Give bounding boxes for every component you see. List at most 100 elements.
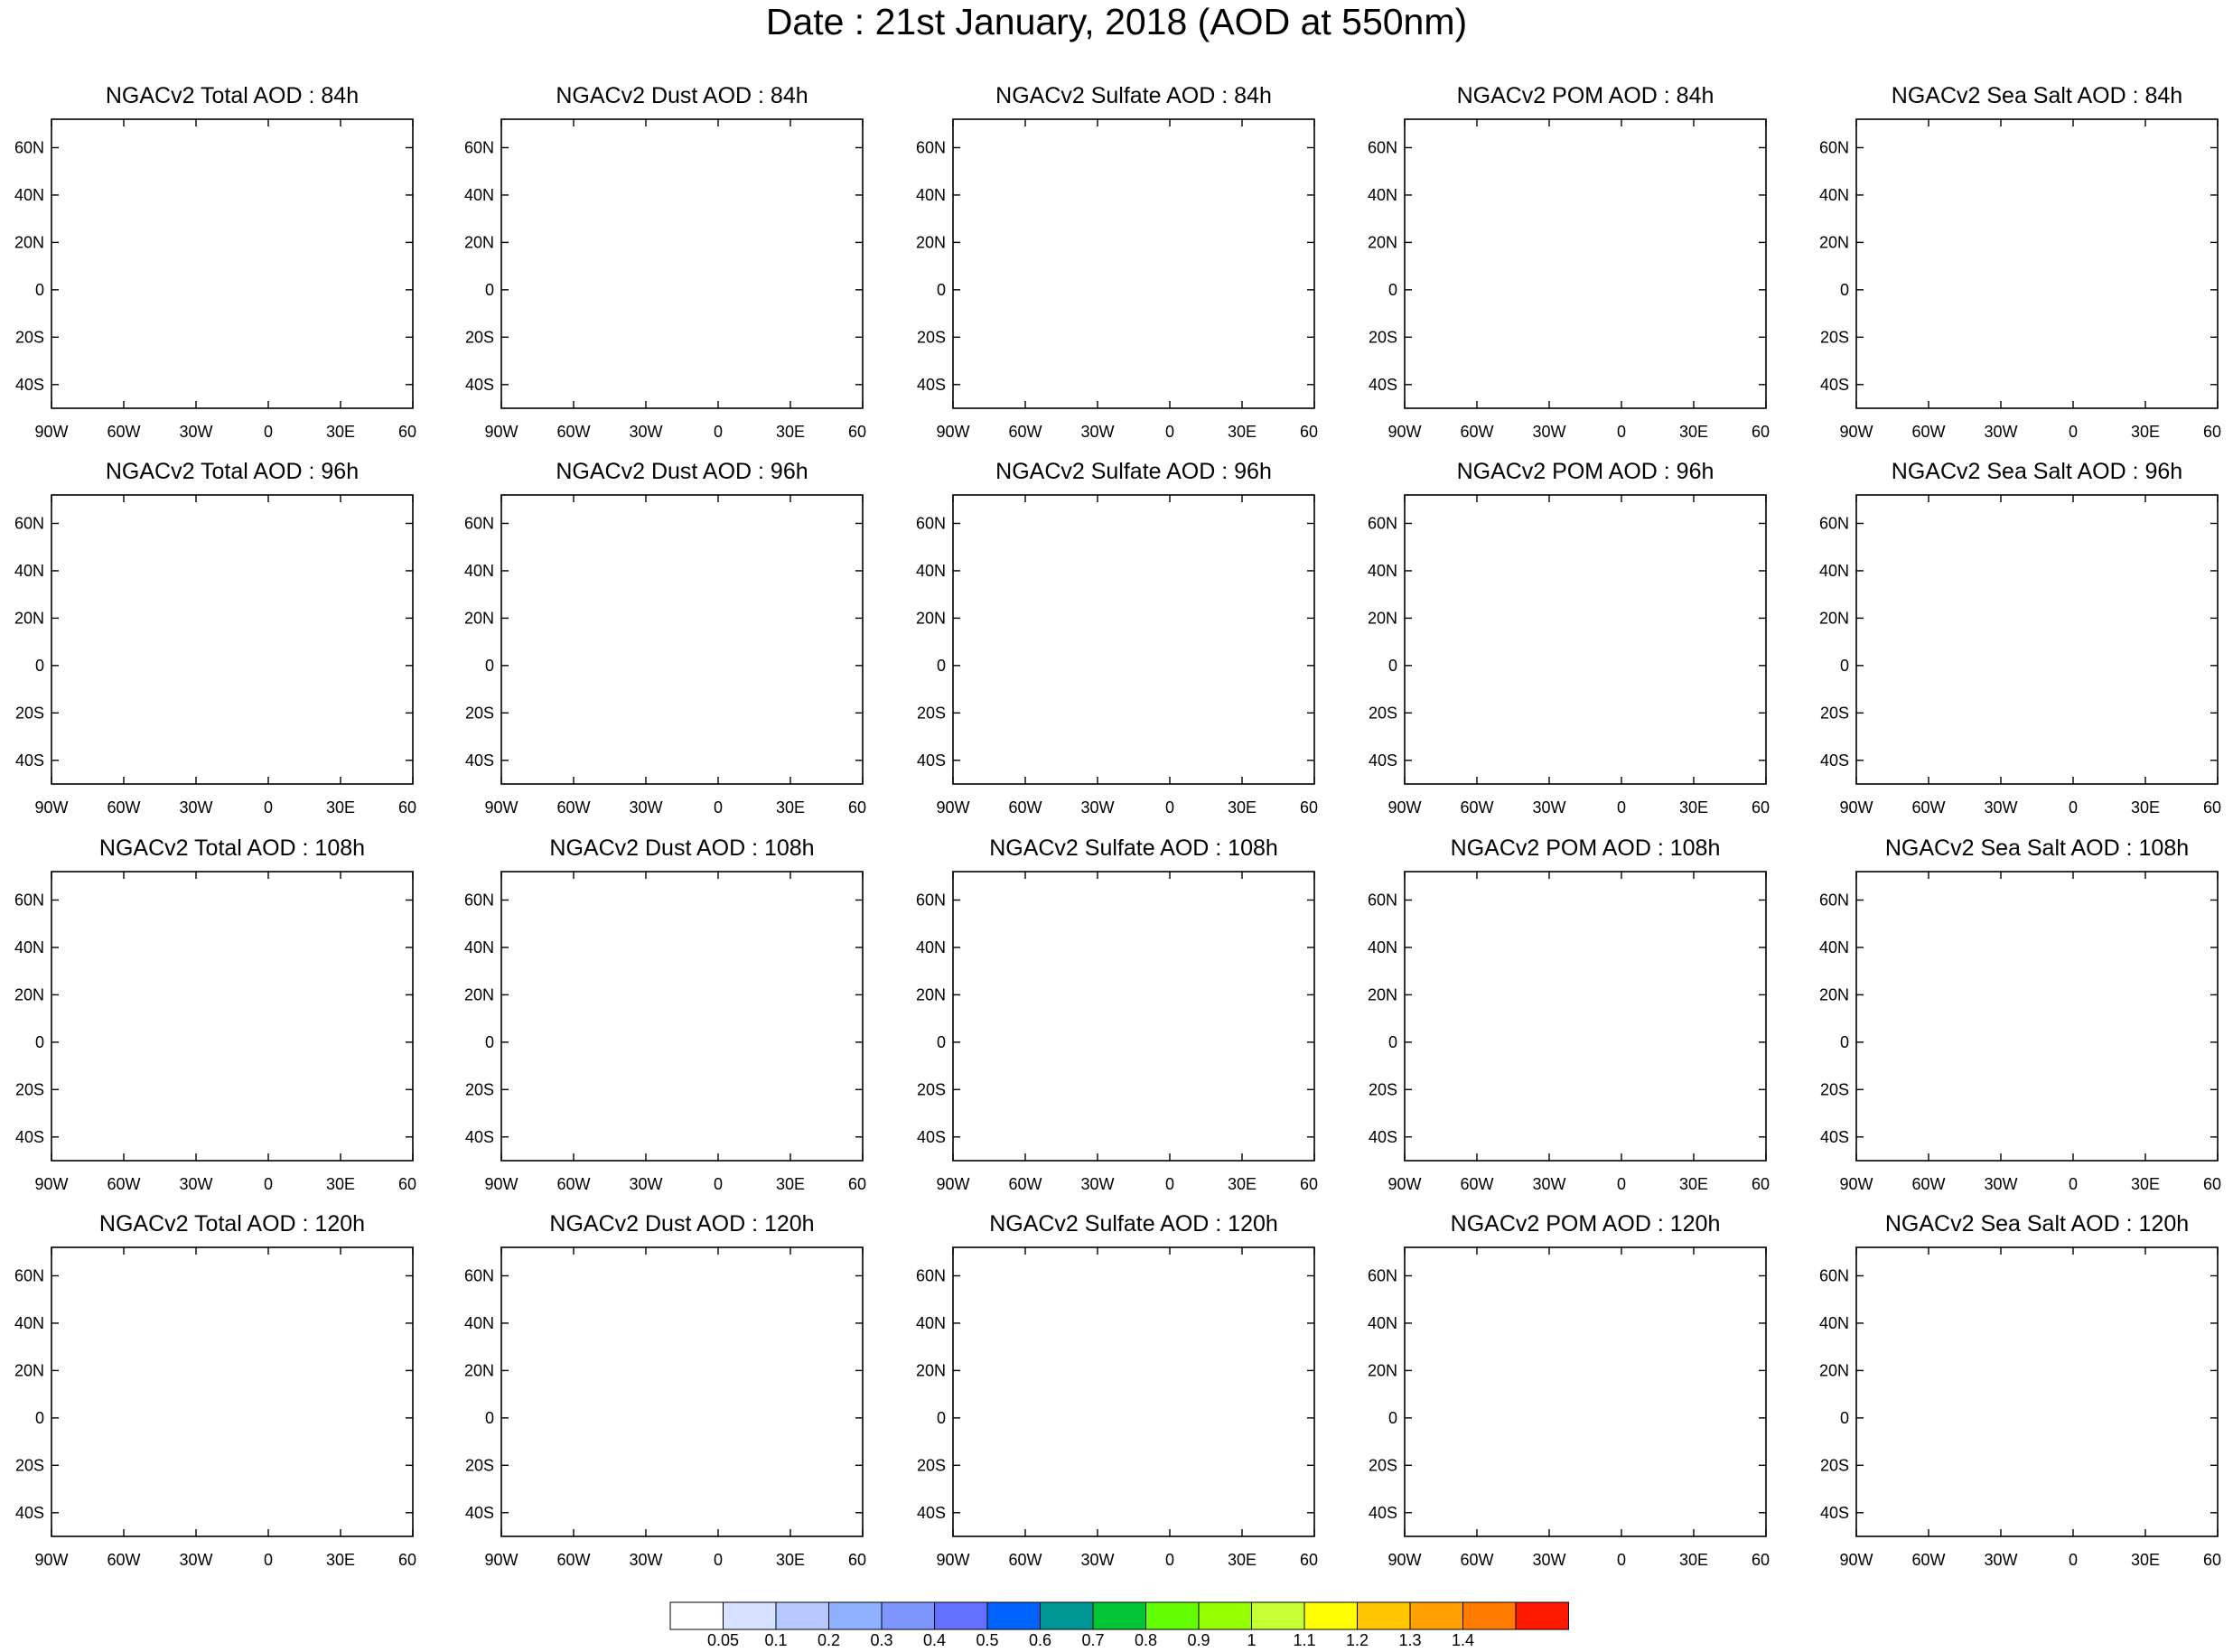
panel-title: NGACv2 Dust AOD : 108h [549, 835, 815, 861]
lat-tick-label: 60N [1819, 514, 1849, 532]
lat-tick-label: 20N [1368, 233, 1397, 251]
lat-tick-label: 0 [1840, 1033, 1849, 1051]
lon-tick-label: 0 [2069, 1175, 2078, 1193]
colorbar-label: 0.2 [818, 1631, 840, 1647]
map-panel: 90W 60W 30W 0 30E 60E 60N 40N 20N 0 20S 40S [1368, 118, 1771, 441]
map-panel: 90W 60W 30W 0 30E 60E 60N 40N 20N 0 20S 40S [1819, 118, 2222, 441]
lon-tick-label: 60E [1300, 1175, 1319, 1193]
lon-tick-label: 0 [1165, 423, 1174, 441]
lat-tick-label: 40N [1368, 562, 1397, 580]
lat-tick-label: 0 [1840, 1409, 1849, 1427]
lon-tick-label: 60E [1752, 798, 1771, 817]
lat-tick-label: 20S [465, 328, 494, 346]
panel-title: NGACv2 Total AOD : 108h [98, 835, 366, 861]
lon-tick-label: 0 [1617, 423, 1626, 441]
panel-title: NGACv2 Dust AOD : 84h [556, 83, 808, 108]
lon-tick-label: 30W [1532, 1551, 1565, 1569]
lon-tick-label: 90W [1387, 798, 1421, 817]
lon-tick-label: 60E [398, 798, 417, 817]
lon-tick-label: 0 [1165, 1551, 1174, 1569]
lon-tick-label: 60W [1460, 798, 1493, 817]
lon-tick-label: 60W [1911, 423, 1945, 441]
lon-tick-label: 30W [1532, 423, 1565, 441]
lon-tick-label: 60E [1300, 1551, 1319, 1569]
map-panel: 90W 60W 30W 0 30E 60E 60N 40N 20N 0 20S 40S [916, 1246, 1319, 1569]
lon-tick-label: 90W [936, 1551, 969, 1569]
lon-tick-label: 30W [1080, 1175, 1114, 1193]
lat-tick-label: 40S [1369, 376, 1397, 394]
lon-tick-label: 30E [1228, 1175, 1257, 1193]
lon-tick-label: 30E [2131, 1551, 2160, 1569]
lon-tick-label: 30E [326, 1175, 355, 1193]
colorbar-swatch [669, 1601, 724, 1630]
lat-tick-label: 20N [464, 609, 494, 627]
lat-tick-label: 40S [1369, 1504, 1397, 1522]
lat-tick-label: 20S [1369, 704, 1397, 722]
colorbar-swatch [1040, 1601, 1094, 1630]
lon-tick-label: 30W [629, 423, 662, 441]
lat-tick-label: 20S [15, 328, 44, 346]
panel-title: NGACv2 Sulfate AOD : 120h [989, 1211, 1278, 1237]
lat-tick-label: 0 [1388, 1409, 1397, 1427]
lat-tick-label: 0 [937, 1409, 946, 1427]
panel-title: NGACv2 POM AOD : 84h [1456, 83, 1714, 108]
lon-tick-label: 30E [776, 1175, 805, 1193]
lat-tick-label: 40N [1819, 186, 1849, 204]
lon-tick-label: 60W [556, 798, 590, 817]
lon-tick-label: 60W [1008, 1175, 1042, 1193]
lon-tick-label: 60E [1300, 423, 1319, 441]
lat-tick-label: 20S [15, 1080, 44, 1098]
lon-tick-label: 30E [326, 423, 355, 441]
lon-tick-label: 60W [1460, 423, 1493, 441]
lon-tick-label: 90W [936, 798, 969, 817]
lat-tick-label: 40S [465, 376, 494, 394]
colorbar-label: 0.8 [1135, 1631, 1157, 1647]
colorbar-swatch [828, 1601, 883, 1630]
lon-tick-label: 30E [1679, 1551, 1708, 1569]
lat-tick-label: 0 [1840, 657, 1849, 675]
panel-title: NGACv2 POM AOD : 120h [1450, 1211, 1721, 1237]
panel-title: NGACv2 Dust AOD : 96h [556, 459, 808, 484]
lon-tick-label: 60W [1911, 1551, 1945, 1569]
lat-tick-label: 20S [465, 1080, 494, 1098]
colorbar-swatch [1198, 1601, 1252, 1630]
colorbar-label: 0.7 [1081, 1631, 1104, 1647]
lon-tick-label: 30W [629, 1175, 662, 1193]
lon-tick-label: 0 [1165, 1175, 1174, 1193]
colorbar-label: 0.5 [976, 1631, 998, 1647]
lat-tick-label: 20S [465, 704, 494, 722]
lat-tick-label: 20S [917, 1080, 946, 1098]
colorbar-swatch [934, 1601, 988, 1630]
colorbar-swatch [1515, 1601, 1569, 1630]
lat-tick-label: 0 [937, 281, 946, 299]
lon-tick-label: 0 [1617, 798, 1626, 817]
lon-tick-label: 30W [629, 798, 662, 817]
lat-tick-label: 0 [937, 1033, 946, 1051]
panel-title: NGACv2 Total AOD : 120h [98, 1211, 366, 1237]
lat-tick-label: 0 [485, 1033, 494, 1051]
lat-tick-label: 40N [916, 1314, 946, 1332]
lon-tick-label: 60E [848, 1551, 867, 1569]
lat-tick-label: 20N [464, 233, 494, 251]
lat-tick-label: 40S [15, 751, 44, 770]
lon-tick-label: 30W [1080, 798, 1114, 817]
lon-tick-label: 90W [34, 423, 68, 441]
lon-tick-label: 60E [1752, 423, 1771, 441]
lat-tick-label: 40S [465, 1504, 494, 1522]
lon-tick-label: 30W [179, 1551, 212, 1569]
lat-tick-label: 20N [1368, 985, 1397, 1003]
lat-tick-label: 60N [464, 514, 494, 532]
lon-tick-label: 30E [1228, 423, 1257, 441]
lon-tick-label: 30E [1679, 423, 1708, 441]
colorbar-label: 0.3 [870, 1631, 892, 1647]
colorbar-swatch [881, 1601, 935, 1630]
lat-tick-label: 40N [464, 938, 494, 957]
lat-tick-label: 60N [916, 138, 946, 156]
lat-tick-label: 40N [1819, 562, 1849, 580]
panel-title: NGACv2 Dust AOD : 120h [549, 1211, 815, 1237]
lon-tick-label: 0 [714, 798, 723, 817]
lat-tick-label: 60N [916, 1266, 946, 1284]
lon-tick-label: 90W [1387, 1551, 1421, 1569]
lat-tick-label: 0 [1840, 281, 1849, 299]
lat-tick-label: 0 [485, 657, 494, 675]
